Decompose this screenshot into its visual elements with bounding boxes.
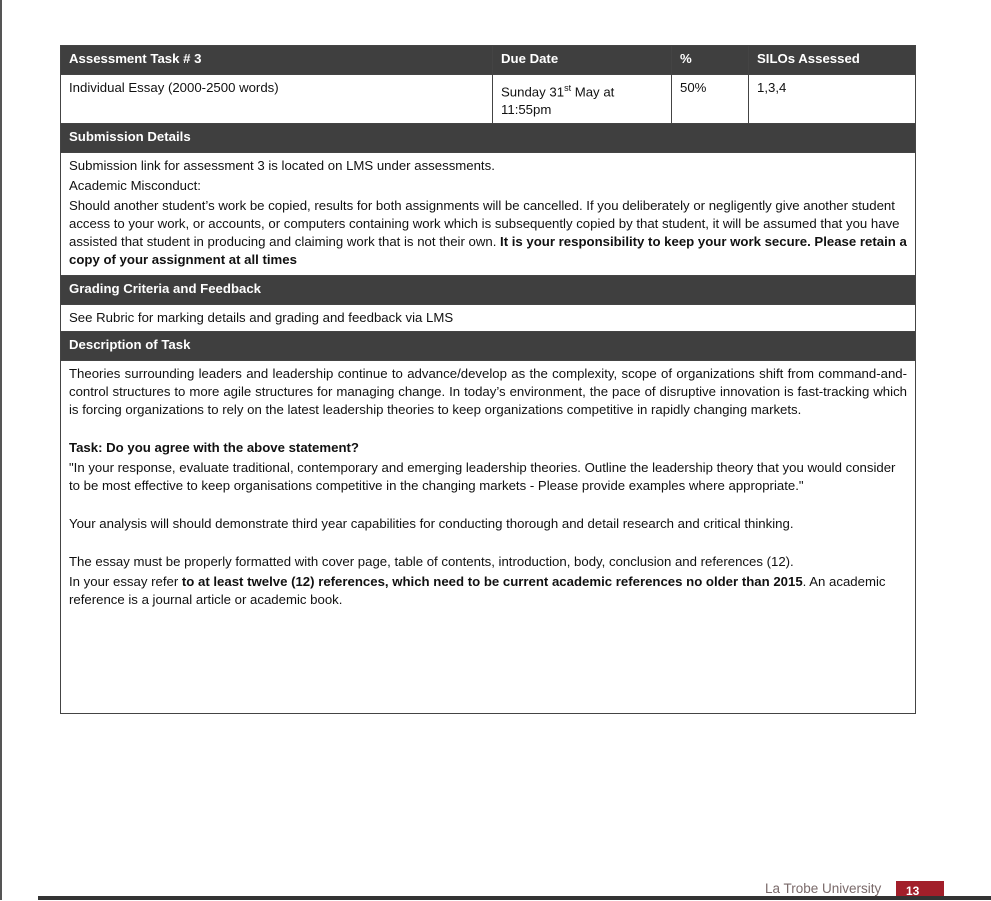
header-pct: % bbox=[671, 45, 749, 75]
ref-text-a: In your essay refer bbox=[69, 574, 182, 590]
header-task: Assessment Task # 3 bbox=[60, 45, 493, 75]
assessment-table: Assessment Task # 3 Due Date % SILOs Ass… bbox=[60, 45, 916, 715]
header-due: Due Date bbox=[492, 45, 672, 75]
due-time: May at 11:55pm bbox=[501, 84, 615, 118]
grading-title: Grading Criteria and Feedback bbox=[60, 275, 916, 306]
analysis-paragraph: Your analysis will should demonstrate th… bbox=[69, 516, 794, 532]
submission-body: Submission link for assessment 3 is loca… bbox=[60, 152, 916, 277]
submission-title: Submission Details bbox=[60, 123, 916, 154]
left-border bbox=[0, 0, 2, 900]
misconduct-label: Academic Misconduct: bbox=[69, 178, 201, 194]
submission-line: Submission link for assessment 3 is loca… bbox=[69, 158, 495, 174]
bottom-bar bbox=[38, 896, 991, 900]
header-silos: SILOs Assessed bbox=[748, 45, 916, 75]
silos: 1,3,4 bbox=[748, 73, 916, 125]
misconduct-text: Should another student’s work be copied,… bbox=[69, 198, 900, 250]
grading-text: See Rubric for marking details and gradi… bbox=[60, 304, 916, 333]
format-paragraph: The essay must be properly formatted wit… bbox=[69, 554, 794, 570]
description-title: Description of Task bbox=[60, 331, 916, 362]
table-header-row: Assessment Task # 3 Due Date % SILOs Ass… bbox=[60, 45, 916, 75]
page-number: 13 bbox=[896, 881, 944, 900]
due-sup: st bbox=[564, 83, 572, 93]
description-body: Theories surrounding leaders and leaders… bbox=[60, 360, 916, 715]
misconduct-paragraph: Should another student’s work be copied,… bbox=[69, 197, 907, 269]
task-quote: "In your response, evaluate traditional,… bbox=[69, 460, 896, 494]
references-paragraph: In your essay refer to at least twelve (… bbox=[69, 573, 907, 609]
due-date: Sunday 31st May at 11:55pm bbox=[492, 73, 672, 125]
weight: 50% bbox=[671, 73, 749, 125]
task-question: Task: Do you agree with the above statem… bbox=[69, 440, 359, 456]
description-paragraph: Theories surrounding leaders and leaders… bbox=[69, 366, 907, 418]
footer-university: La Trobe University bbox=[765, 881, 882, 896]
misconduct-bold: It is your responsibility to keep your w… bbox=[69, 234, 907, 268]
table-row: Individual Essay (2000-2500 words) Sunda… bbox=[60, 73, 916, 125]
ref-text-c: . An academic reference is a journal art… bbox=[69, 574, 886, 608]
ref-text-bold: to at least twelve (12) references, whic… bbox=[181, 574, 803, 590]
due-day: Sunday 31 bbox=[501, 84, 565, 100]
task-name: Individual Essay (2000-2500 words) bbox=[60, 73, 493, 125]
